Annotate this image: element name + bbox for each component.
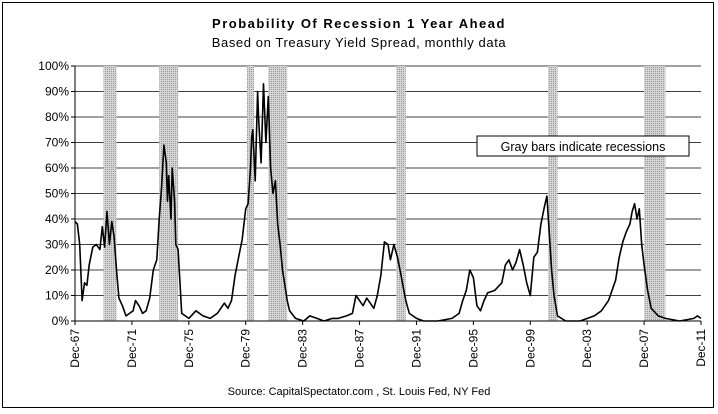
chart-subtitle: Based on Treasury Yield Spread, monthly … xyxy=(212,35,507,50)
chart-source: Source: CapitalSpectator.com , St. Louis… xyxy=(228,386,491,398)
chart-title: Probability Of Recession 1 Year Ahead xyxy=(212,16,506,31)
x-tick-label: Dec-79 xyxy=(239,329,253,368)
x-tick-label: Dec-95 xyxy=(466,329,480,368)
annotation-box xyxy=(476,135,690,157)
y-tick-label: 70% xyxy=(45,136,69,150)
recession-bar xyxy=(103,66,117,321)
y-tick-label: 60% xyxy=(45,161,69,175)
y-tick-label: 100% xyxy=(38,59,69,73)
x-tick-label: Dec-83 xyxy=(296,329,310,368)
y-tick-label: 40% xyxy=(45,212,69,226)
x-tick-label: Dec-07 xyxy=(637,329,651,368)
x-tick-label: Dec-75 xyxy=(182,329,196,368)
x-tick-label: Dec-11 xyxy=(694,329,708,367)
x-tick-label: Dec-71 xyxy=(125,329,139,368)
y-tick-label: 30% xyxy=(45,238,69,252)
y-tick-label: 20% xyxy=(45,263,69,277)
x-tick-label: Dec-03 xyxy=(580,329,594,368)
x-tick-label: Dec-99 xyxy=(523,329,537,368)
recession-bar xyxy=(268,66,288,321)
recession-bar xyxy=(396,66,406,321)
x-tick-label: Dec-67 xyxy=(68,329,82,368)
y-tick-label: 50% xyxy=(45,187,69,201)
recession-probability-chart: Probability Of Recession 1 Year Ahead Ba… xyxy=(38,16,708,398)
x-tick-label: Dec-91 xyxy=(409,329,423,368)
y-tick-label: 0% xyxy=(52,314,70,328)
x-tick-label: Dec-87 xyxy=(353,329,367,368)
annotation-text: Gray bars indicate recessions xyxy=(501,140,666,154)
recession-bar xyxy=(548,66,558,321)
chart-frame: Probability Of Recession 1 Year Ahead Ba… xyxy=(2,2,714,408)
y-tick-label: 80% xyxy=(45,110,69,124)
y-tick-label: 10% xyxy=(45,289,69,303)
plot-area: 0% 10% 20% 30% 40% 50% 60% 70% 80% 90% 100% Dec-67 D… xyxy=(38,59,708,368)
recession-bar xyxy=(246,66,255,321)
recession-bar xyxy=(644,66,666,321)
y-tick-label: 90% xyxy=(45,85,69,99)
probability-series-line xyxy=(74,83,702,322)
